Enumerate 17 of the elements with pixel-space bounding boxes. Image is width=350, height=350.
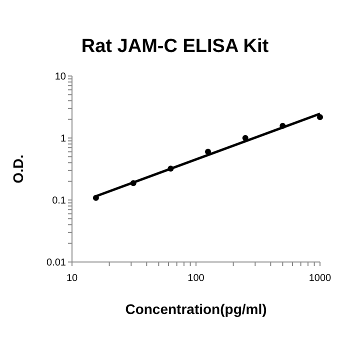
x-axis-title: Concentration(pg/ml)	[125, 301, 267, 317]
point	[168, 166, 174, 172]
point	[92, 194, 99, 201]
chart-title: Rat JAM-C ELISA Kit	[80, 36, 270, 59]
y-axis-title: O.D.	[10, 154, 26, 184]
y-tick-label: 1	[60, 134, 66, 145]
y-tick-label: 10	[54, 72, 66, 83]
y-tick-label: 0.01	[46, 258, 66, 269]
point	[130, 180, 136, 186]
point	[242, 135, 248, 141]
point	[205, 148, 212, 155]
y-tick-label: 0.1	[52, 196, 66, 207]
point	[317, 114, 323, 120]
x-tick-label: 1000	[308, 273, 332, 284]
point	[280, 122, 286, 129]
x-tick-label: 10	[66, 273, 78, 284]
x-tick-label: 100	[188, 273, 205, 284]
